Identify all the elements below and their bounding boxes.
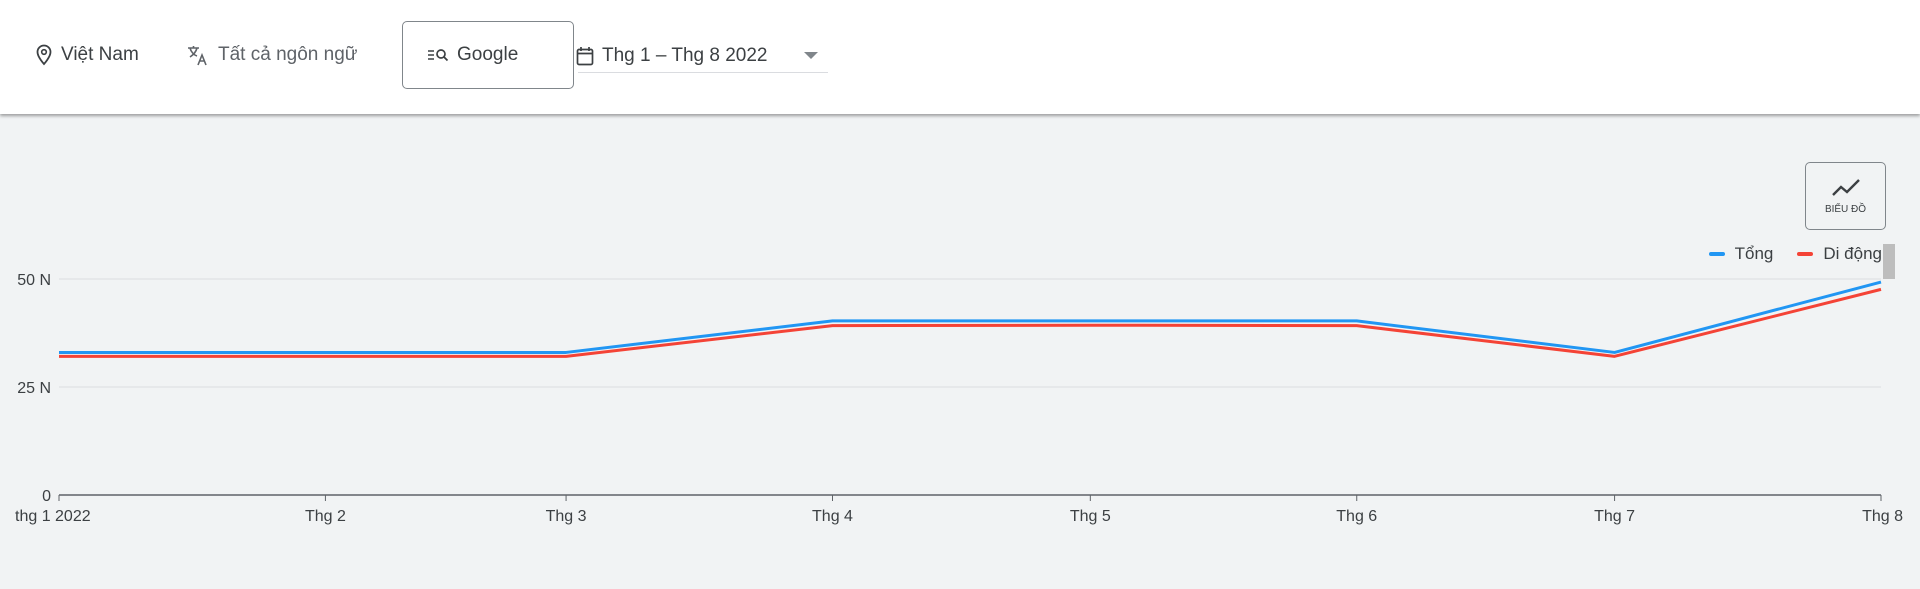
- y-tick-label: 0: [42, 488, 51, 505]
- x-tick-label: Thg 5: [1070, 508, 1111, 525]
- language-label: Tất cả ngôn ngữ: [218, 44, 358, 65]
- chart-view-label: BIỂU ĐỒ: [1824, 203, 1867, 215]
- x-tick-label: Thg 7: [1594, 508, 1635, 525]
- x-tick-label: thg 1 2022: [15, 508, 91, 525]
- legend-swatch-mobile: [1797, 252, 1814, 256]
- series-line-total: [59, 280, 1882, 354]
- translate-icon: [188, 46, 207, 66]
- series-line-mobile: [59, 287, 1882, 358]
- date-range-label: Thg 1 – Thg 8 2022: [602, 45, 768, 66]
- calendar-icon: [576, 47, 594, 66]
- x-tick-label: Thg 3: [546, 508, 587, 525]
- legend-scrollbar[interactable]: [1883, 244, 1895, 279]
- location-label: Việt Nam: [61, 44, 139, 65]
- x-tick-label: Thg 2: [305, 508, 346, 525]
- filter-bar: Việt Nam Tất cả ngôn ngữ Google Thg 1 – …: [0, 0, 1920, 114]
- date-range-dropdown[interactable]: Thg 1 – Thg 8 2022: [576, 40, 828, 73]
- x-tick-label: Thg 8: [1862, 508, 1903, 525]
- chart-view-button[interactable]: BIỂU ĐỒ: [1805, 162, 1886, 230]
- source-label: Google: [457, 44, 519, 65]
- chart-legend: Tổng Di động: [1708, 244, 1882, 264]
- location-pin-icon: [36, 44, 52, 66]
- y-tick-label: 50 N: [17, 272, 51, 289]
- source-filter-button[interactable]: Google: [402, 21, 574, 89]
- legend-label-mobile: Di động: [1823, 244, 1882, 263]
- y-tick-label: 25 N: [17, 380, 51, 397]
- search-list-icon: [428, 49, 449, 62]
- legend-swatch-total: [1708, 252, 1725, 256]
- location-filter[interactable]: Việt Nam: [35, 40, 139, 70]
- x-tick-label: Thg 4: [812, 508, 853, 525]
- x-tick-label: Thg 6: [1336, 508, 1377, 525]
- line-chart-icon: [1831, 178, 1860, 196]
- language-filter[interactable]: Tất cả ngôn ngữ: [186, 40, 357, 70]
- legend-label-total: Tổng: [1734, 244, 1774, 263]
- chevron-down-icon: [804, 52, 818, 59]
